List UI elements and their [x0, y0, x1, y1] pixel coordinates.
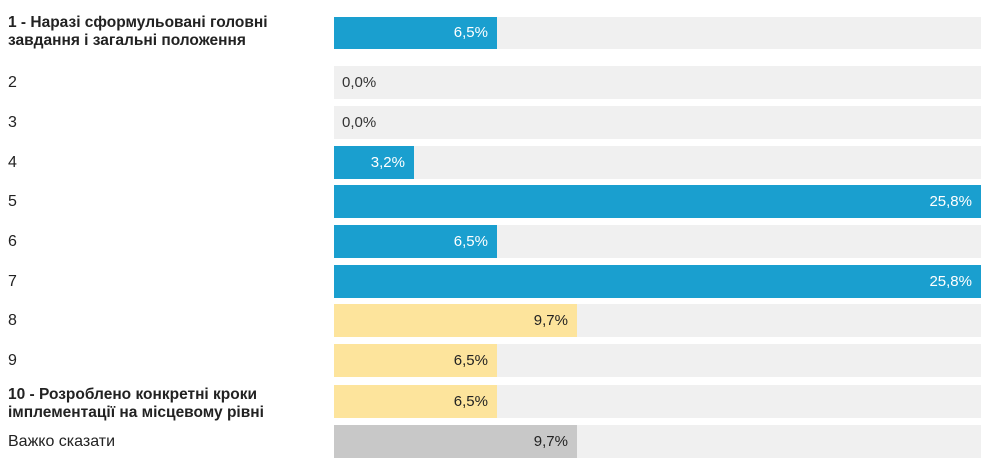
bar-track: 25,8%: [334, 185, 981, 218]
category-label: 4: [8, 153, 17, 171]
category-label: 9: [8, 351, 17, 369]
value-label: 3,2%: [370, 154, 405, 171]
bar: [334, 146, 414, 179]
bar-track: 6,5%: [334, 17, 981, 49]
value-label: 25,8%: [929, 273, 972, 290]
bar: [334, 225, 497, 258]
value-label: 9,7%: [533, 312, 568, 329]
category-label: 3: [8, 113, 17, 131]
bar: [334, 304, 577, 337]
value-label: 25,8%: [929, 193, 972, 210]
bar: [334, 385, 497, 418]
value-label: 6,5%: [453, 24, 488, 41]
bar: [334, 17, 497, 49]
category-label: 7: [8, 272, 17, 290]
value-label: 0,0%: [342, 114, 377, 131]
category-label: 6: [8, 232, 17, 250]
bar: [334, 265, 981, 298]
category-label: 8: [8, 311, 17, 329]
value-label: 6,5%: [453, 352, 488, 369]
bar-track: 0,0%: [334, 66, 981, 99]
category-label: 5: [8, 192, 17, 210]
bar-track: 3,2%: [334, 146, 981, 179]
bar-track: 6,5%: [334, 385, 981, 418]
bar: [334, 185, 981, 218]
category-label: Важко сказати: [8, 432, 116, 450]
category-label: 1 - Наразі сформульовані головні завданн…: [8, 14, 268, 49]
bar-track: 25,8%: [334, 265, 981, 298]
category-label: 10 - Розроблено конкретні кроки імплемен…: [8, 386, 264, 421]
bar-track: 0,0%: [334, 106, 981, 139]
value-label: 9,7%: [533, 433, 568, 450]
value-label: 6,5%: [453, 233, 488, 250]
value-label: 6,5%: [453, 393, 488, 410]
bar-track: 6,5%: [334, 344, 981, 377]
bar: [334, 425, 577, 458]
value-label: 0,0%: [342, 74, 377, 91]
bar-track: 6,5%: [334, 225, 981, 258]
category-label: 2: [8, 73, 17, 91]
bar: [334, 344, 497, 377]
bar-track: 9,7%: [334, 425, 981, 458]
bar-track: 9,7%: [334, 304, 981, 337]
